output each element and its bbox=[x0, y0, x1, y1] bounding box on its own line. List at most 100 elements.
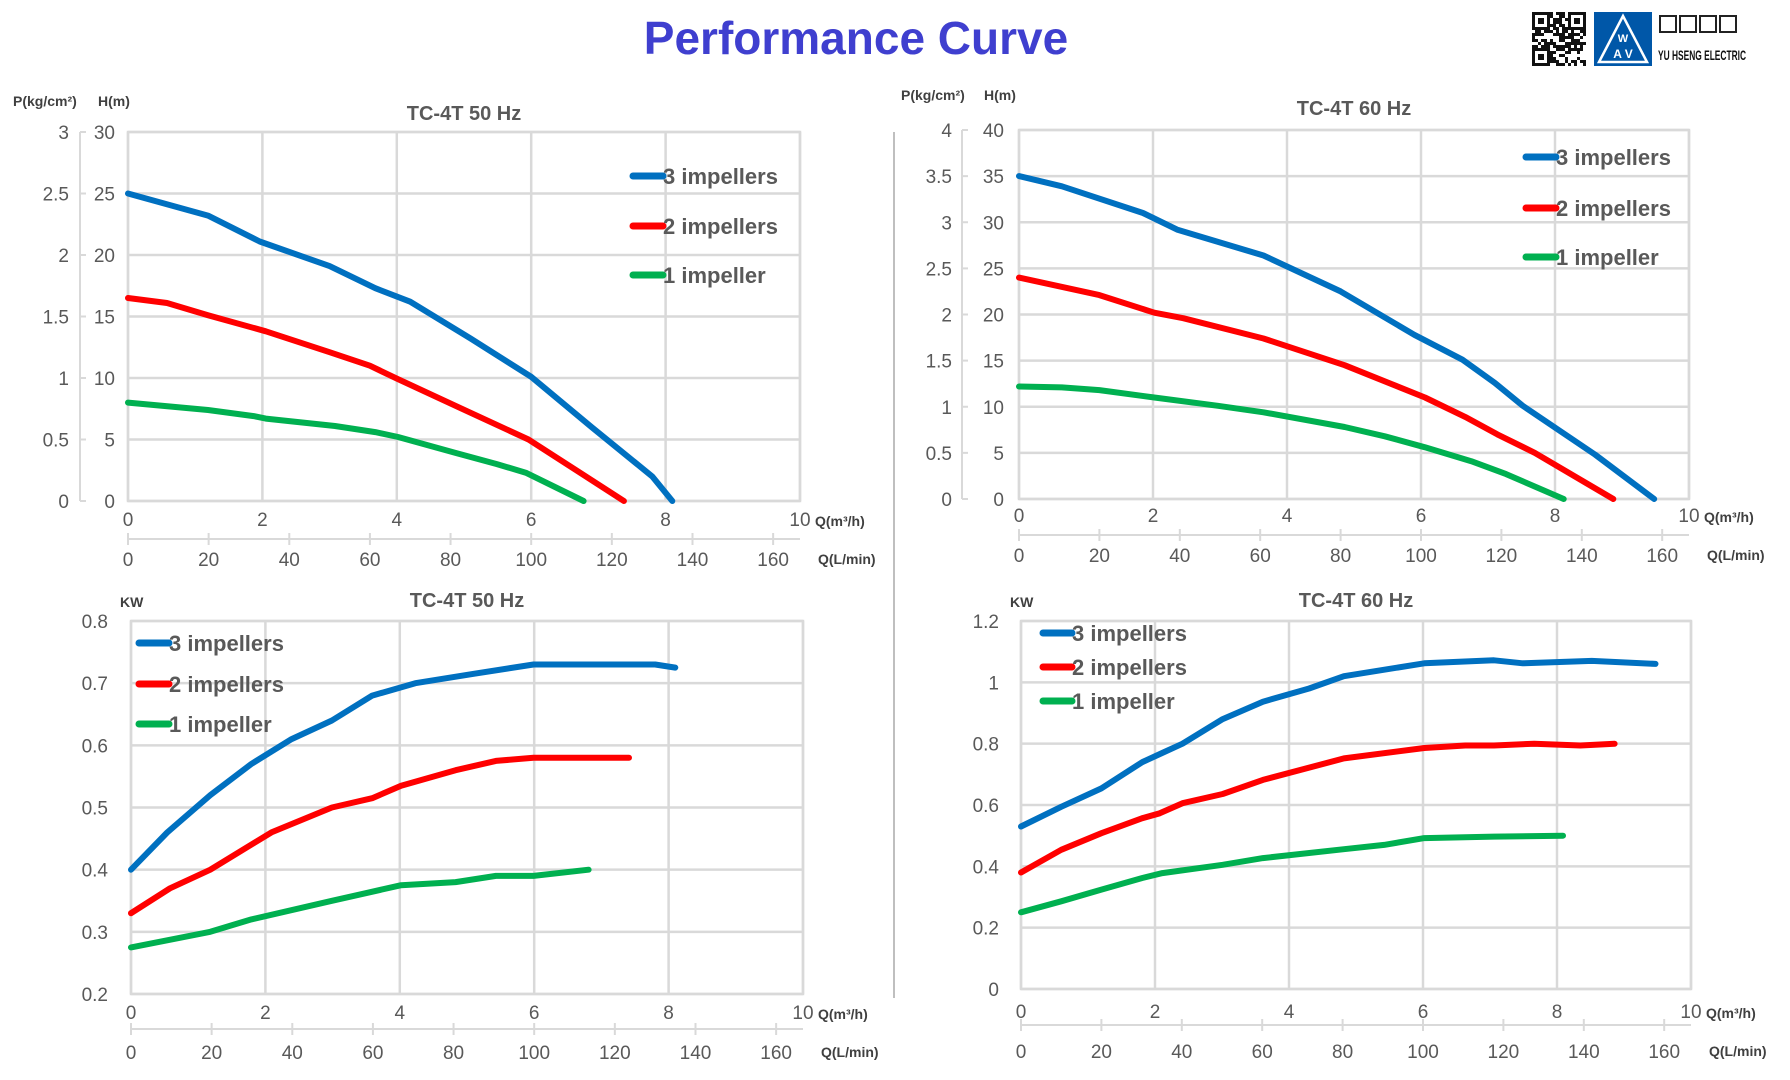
legend-label: 2 impellers bbox=[1556, 196, 1671, 221]
x-tick-label: 10 bbox=[1680, 1002, 1701, 1023]
y-axis-label: H(m) bbox=[984, 87, 1016, 103]
flow-lpm-tick-label: 100 bbox=[1407, 1042, 1439, 1063]
y-tick-label: 0.3 bbox=[82, 923, 108, 944]
pressure-tick-label: 0 bbox=[58, 492, 69, 513]
legend-label: 2 impellers bbox=[1072, 655, 1187, 680]
pressure-tick-label: 3.5 bbox=[926, 167, 952, 188]
x-tick-label: 0 bbox=[1014, 506, 1025, 527]
flow-lpm-tick-label: 0 bbox=[1014, 546, 1025, 567]
y-tick-label: 30 bbox=[94, 123, 115, 144]
flow-lpm-axis-label: Q(L/min) bbox=[1709, 1043, 1767, 1059]
y-tick-label: 0 bbox=[993, 490, 1004, 511]
legend-item: 2 impellers bbox=[1039, 655, 1187, 680]
legend-label: 1 impeller bbox=[1556, 245, 1659, 270]
flow-lpm-tick-label: 0 bbox=[126, 1043, 137, 1064]
y-tick-label: 0.4 bbox=[973, 857, 1000, 878]
legend-label: 2 impellers bbox=[663, 214, 778, 239]
legend-item: 1 impeller bbox=[1039, 689, 1175, 714]
series-line-1-impeller bbox=[1016, 383, 1567, 502]
legend-label: 3 impellers bbox=[169, 631, 284, 656]
y-tick-label: 0 bbox=[104, 492, 115, 513]
plot-area bbox=[126, 130, 802, 503]
y-axis-label: H(m) bbox=[98, 93, 130, 109]
y-tick-label: 0.8 bbox=[973, 735, 999, 756]
x-axis-label: Q(m³/h) bbox=[1704, 509, 1754, 525]
chart-title: TC-4T 60 Hz bbox=[1299, 590, 1413, 612]
svg-text:YU HSENG ELECTRIC: YU HSENG ELECTRIC bbox=[1658, 47, 1746, 63]
pressure-tick-label: 2 bbox=[941, 306, 952, 327]
legend-item: 3 impellers bbox=[1522, 145, 1671, 170]
flow-lpm-tick-label: 20 bbox=[198, 550, 219, 571]
company-logo: W A V YU HSENG ELECTRIC bbox=[1532, 12, 1746, 66]
x-tick-label: 10 bbox=[789, 510, 810, 531]
series-line-3-impellers bbox=[128, 661, 679, 873]
page-title: Performance Curve bbox=[644, 12, 1068, 64]
pressure-tick-label: 2.5 bbox=[926, 259, 952, 280]
flow-lpm-tick-label: 80 bbox=[443, 1043, 464, 1064]
pressure-tick-label: 1.5 bbox=[43, 308, 69, 329]
x-tick-label: 0 bbox=[1016, 1002, 1027, 1023]
x-tick-label: 6 bbox=[526, 510, 537, 531]
pressure-tick-label: 0.5 bbox=[43, 431, 69, 452]
x-tick-label: 2 bbox=[257, 510, 268, 531]
x-tick-label: 0 bbox=[126, 1003, 137, 1024]
y-tick-label: 0.7 bbox=[82, 674, 108, 695]
y-tick-label: 25 bbox=[94, 185, 115, 206]
y-axis-label: KW bbox=[120, 594, 144, 610]
pressure-tick-label: 1.5 bbox=[926, 352, 952, 373]
chart-2: TC-4T 60 Hz0510152025303540H(m)00.511.52… bbox=[901, 87, 1765, 567]
y-tick-label: 10 bbox=[94, 369, 115, 390]
series-line-1-impeller bbox=[128, 866, 592, 951]
x-tick-label: 8 bbox=[663, 1003, 674, 1024]
flow-lpm-tick-label: 120 bbox=[1486, 546, 1518, 567]
legend-item: 3 impellers bbox=[135, 631, 284, 656]
y-tick-label: 0.6 bbox=[973, 796, 999, 817]
flow-lpm-tick-label: 140 bbox=[677, 550, 709, 571]
flow-lpm-tick-label: 20 bbox=[201, 1043, 222, 1064]
x-tick-label: 6 bbox=[1416, 506, 1427, 527]
y-tick-label: 0.2 bbox=[973, 919, 999, 940]
x-tick-label: 10 bbox=[1678, 506, 1699, 527]
y-axis-label: KW bbox=[1010, 594, 1034, 610]
legend-item: 1 impeller bbox=[629, 263, 766, 288]
flow-lpm-tick-label: 40 bbox=[1171, 1042, 1192, 1063]
y-tick-label: 40 bbox=[983, 121, 1004, 142]
legend-item: 2 impellers bbox=[629, 214, 778, 239]
y-tick-label: 5 bbox=[993, 444, 1004, 465]
flow-lpm-tick-label: 160 bbox=[757, 550, 789, 571]
x-tick-label: 2 bbox=[1148, 506, 1159, 527]
y-tick-label: 15 bbox=[983, 352, 1004, 373]
x-tick-label: 10 bbox=[792, 1003, 813, 1024]
flow-lpm-tick-label: 100 bbox=[515, 550, 547, 571]
legend-label: 1 impeller bbox=[663, 263, 766, 288]
svg-text:W: W bbox=[1618, 33, 1629, 45]
pressure-axis-label: P(kg/cm²) bbox=[901, 87, 965, 103]
flow-lpm-tick-label: 0 bbox=[123, 550, 134, 571]
y-tick-label: 0.5 bbox=[82, 799, 108, 820]
y-tick-label: 30 bbox=[983, 213, 1004, 234]
flow-lpm-tick-label: 120 bbox=[1488, 1042, 1520, 1063]
flow-lpm-tick-label: 40 bbox=[1169, 546, 1190, 567]
y-tick-label: 25 bbox=[983, 259, 1004, 280]
y-tick-label: 10 bbox=[983, 398, 1004, 419]
flow-lpm-tick-label: 20 bbox=[1091, 1042, 1112, 1063]
legend-label: 2 impellers bbox=[169, 672, 284, 697]
flow-lpm-tick-label: 120 bbox=[596, 550, 628, 571]
x-tick-label: 8 bbox=[660, 510, 671, 531]
x-tick-label: 4 bbox=[1284, 1002, 1295, 1023]
y-tick-label: 0 bbox=[988, 980, 999, 1001]
legend-item: 1 impeller bbox=[1522, 245, 1659, 270]
company-name-mark: YU HSENG ELECTRIC bbox=[1658, 15, 1746, 63]
legend-item: 2 impellers bbox=[135, 672, 284, 697]
x-tick-label: 8 bbox=[1552, 1002, 1563, 1023]
flow-lpm-tick-label: 60 bbox=[362, 1043, 383, 1064]
pressure-tick-label: 1 bbox=[58, 369, 69, 390]
x-tick-label: 2 bbox=[260, 1003, 271, 1024]
pressure-tick-label: 2.5 bbox=[43, 185, 69, 206]
x-tick-label: 8 bbox=[1550, 506, 1561, 527]
flow-lpm-tick-label: 60 bbox=[1250, 546, 1271, 567]
y-tick-label: 20 bbox=[983, 306, 1004, 327]
y-tick-label: 0.8 bbox=[82, 612, 108, 633]
legend-label: 3 impellers bbox=[1072, 621, 1187, 646]
